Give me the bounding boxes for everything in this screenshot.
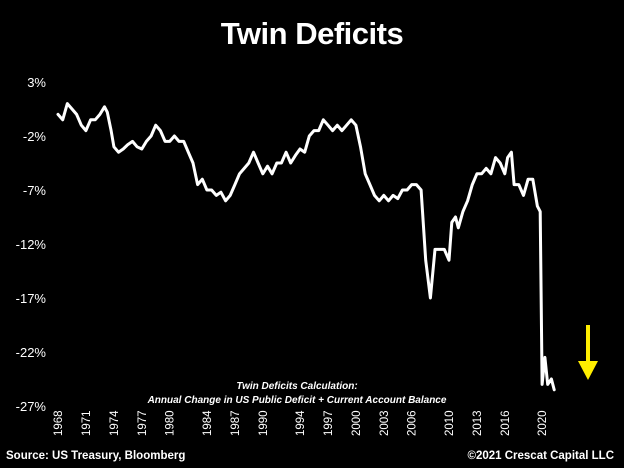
x-tick-label: 1980 [165, 410, 177, 436]
x-tick-label: 1974 [109, 410, 121, 436]
y-tick-label: 3% [27, 75, 46, 90]
y-axis-ticks: 3% -2% -7% -12% -17% -22% -27% [16, 75, 47, 414]
x-tick-label: 2010 [444, 410, 456, 436]
down-arrow-icon [578, 325, 598, 380]
x-tick-label: 1971 [81, 410, 93, 436]
y-tick-label: -2% [23, 129, 47, 144]
chart-title: Twin Deficits [220, 16, 404, 51]
x-tick-label: 2020 [537, 410, 549, 436]
y-tick-label: -7% [23, 183, 47, 198]
x-tick-label: 2006 [407, 410, 419, 436]
series-line [56, 102, 556, 392]
x-tick-label: 1997 [323, 410, 335, 436]
x-tick-label: 1984 [202, 410, 214, 436]
x-tick-label: 2000 [351, 410, 363, 436]
annotation-subtitle: Annual Change in US Public Deficit + Cur… [147, 395, 447, 406]
copyright-note: ©2021 Crescat Capital LLC [467, 450, 614, 462]
y-tick-label: -22% [16, 345, 47, 360]
annotation-title: Twin Deficits Calculation: [236, 381, 357, 392]
x-tick-label: 2016 [500, 410, 512, 436]
x-tick-label: 1987 [230, 410, 242, 436]
x-tick-label: 1977 [137, 410, 149, 436]
x-tick-label: 2003 [379, 410, 391, 436]
y-tick-label: -12% [16, 237, 47, 252]
source-note: Source: US Treasury, Bloomberg [6, 450, 186, 462]
x-tick-label: 1994 [295, 410, 307, 436]
x-tick-label: 1968 [53, 410, 65, 436]
y-tick-label: -27% [16, 399, 47, 414]
x-tick-label: 1990 [258, 410, 270, 436]
x-tick-label: 2013 [472, 410, 484, 436]
x-axis-ticks: 1968 1971 1974 1977 1980 1984 1987 1990 1994 1997… [53, 410, 549, 436]
y-tick-label: -17% [16, 291, 47, 306]
